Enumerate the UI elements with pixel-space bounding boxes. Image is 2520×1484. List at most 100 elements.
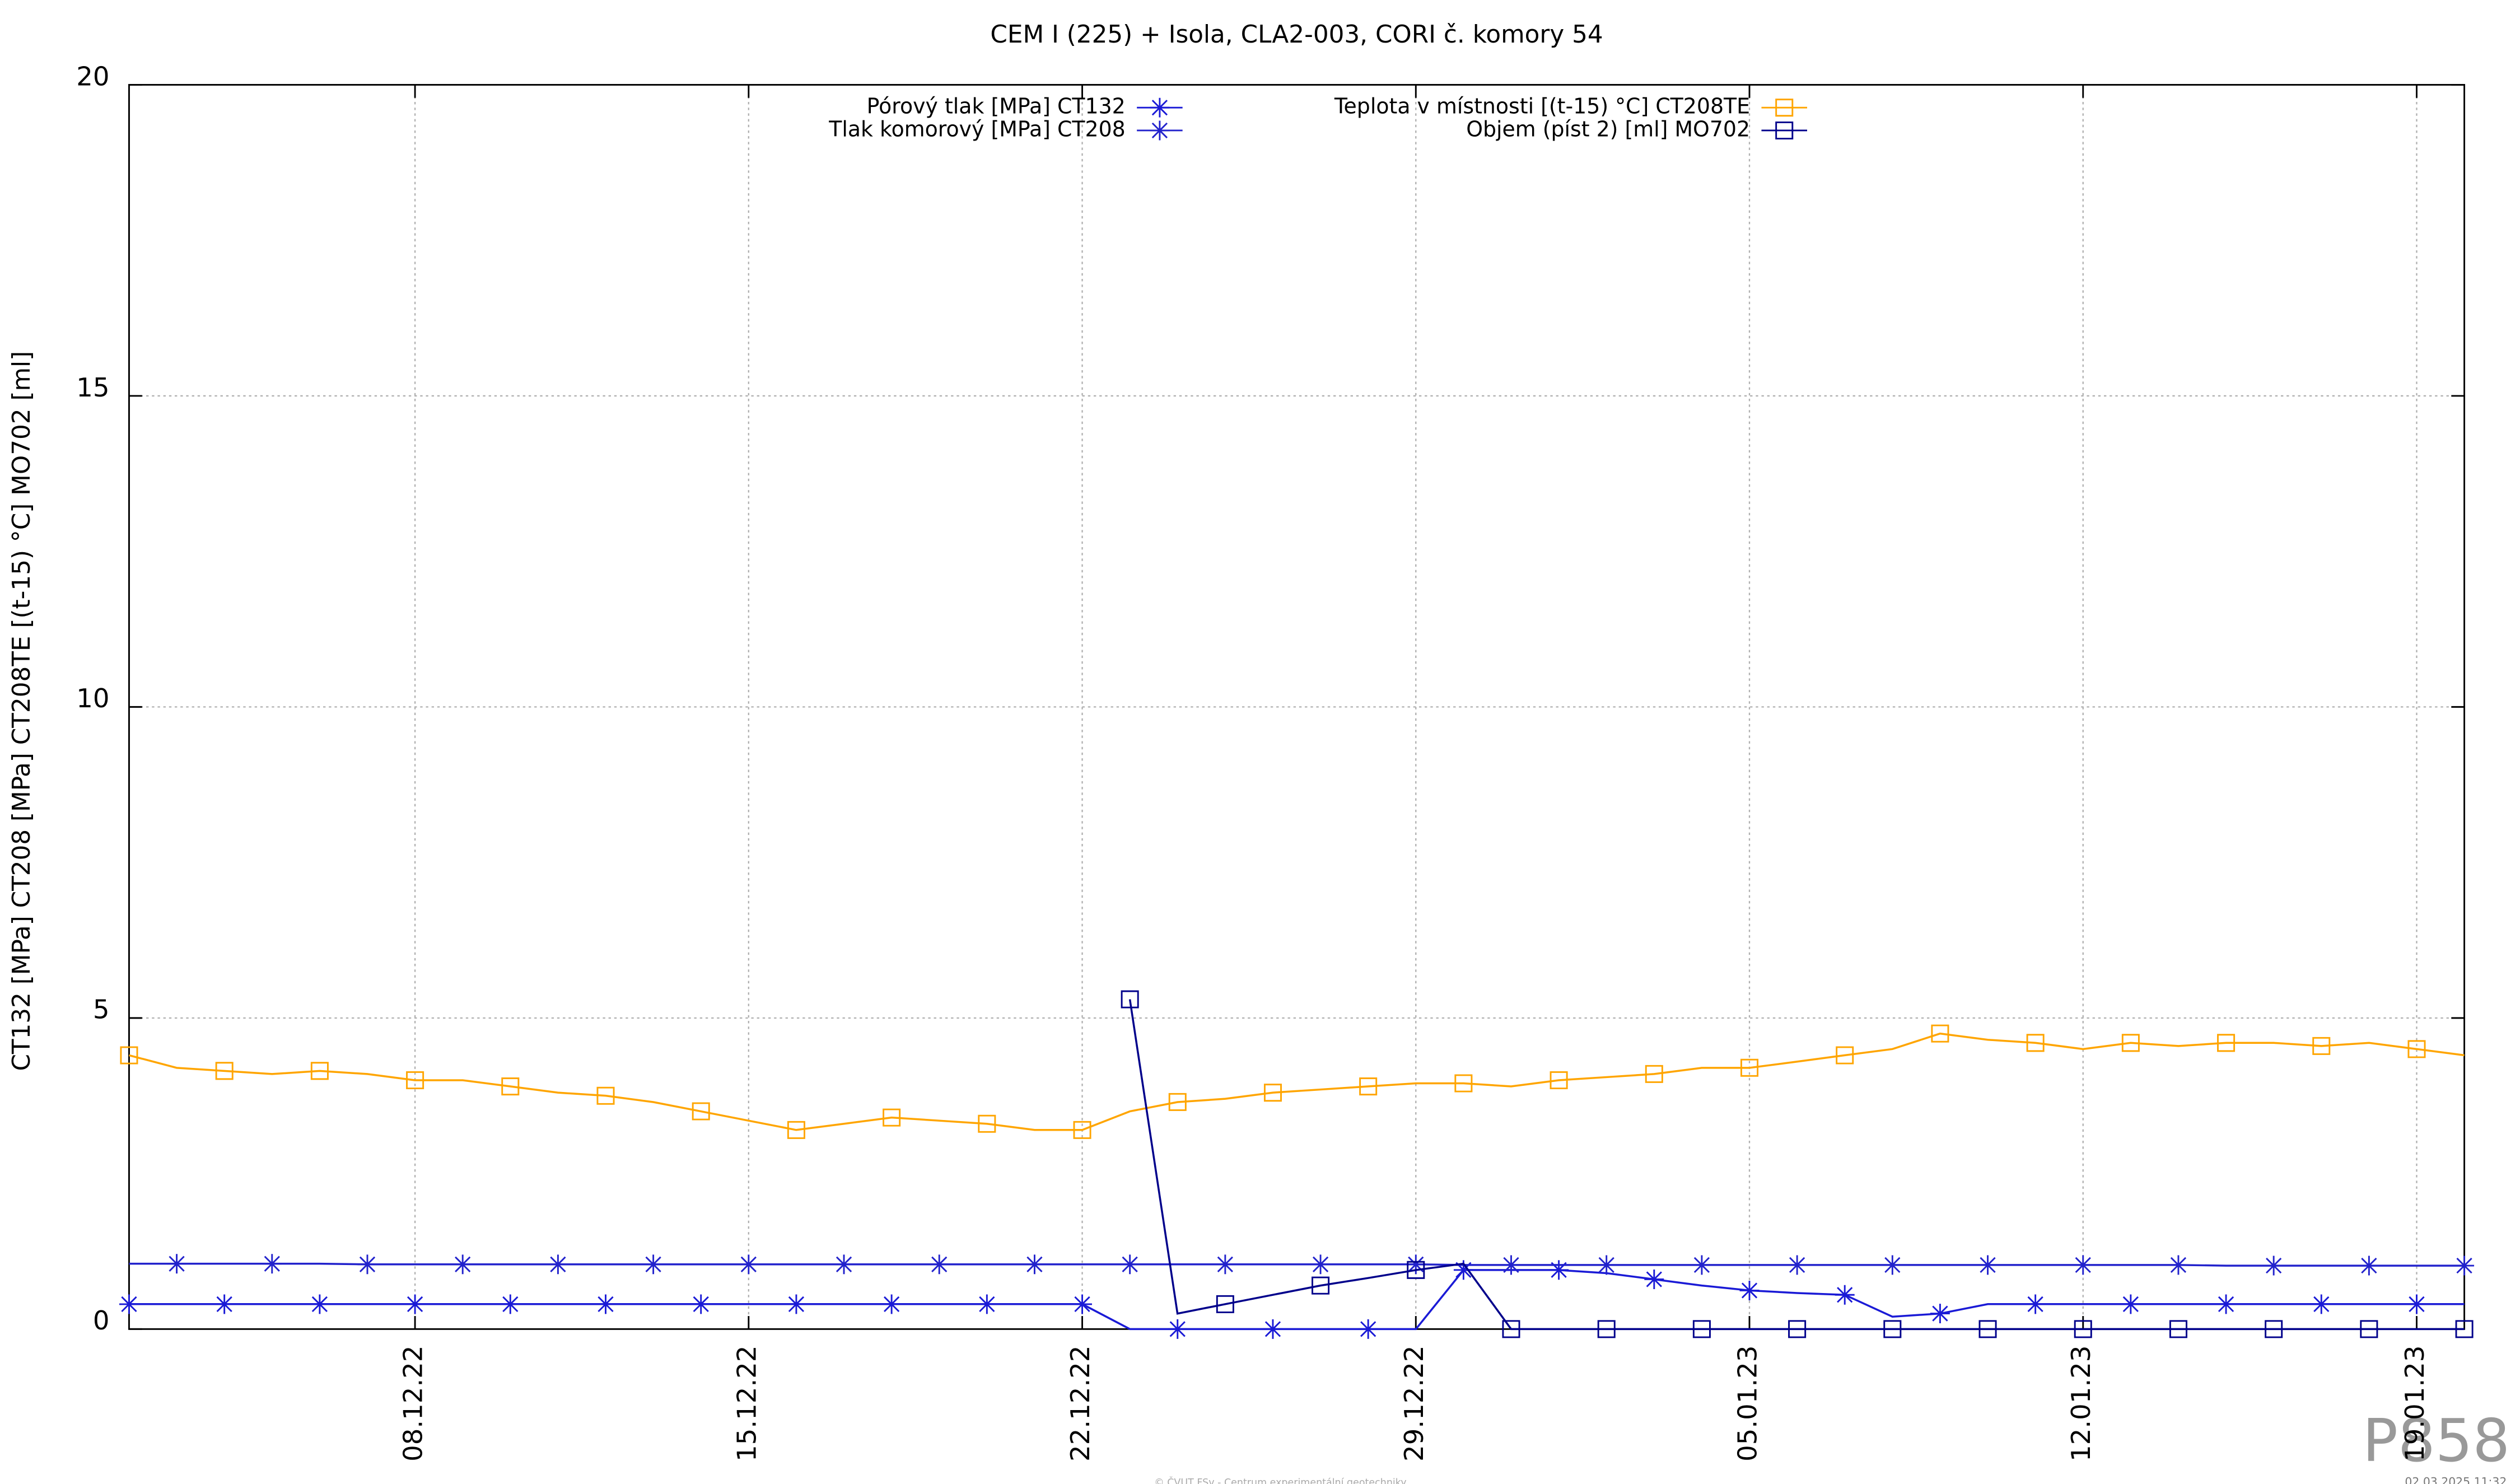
marker: [691, 1294, 711, 1314]
marker: [2360, 1320, 2378, 1338]
marker: [1312, 1276, 1330, 1295]
marker: [1121, 990, 1139, 1009]
x-tick-label: 19.01.23: [2400, 1345, 2430, 1461]
marker: [596, 1294, 615, 1314]
marker: [500, 1294, 520, 1314]
marker: [1407, 1261, 1425, 1279]
marker: [1216, 1295, 1234, 1313]
marker: [2312, 1037, 2331, 1055]
marker: [1024, 1254, 1044, 1275]
watermark: P858: [2363, 1407, 2510, 1475]
footer: © ČVUT FSv - Centrum experimentální geot…: [1154, 1476, 1406, 1484]
marker: [310, 1294, 330, 1314]
marker: [2026, 1034, 2045, 1052]
legend-label: Teplota v místnosti [(t-15) °C] CT208TE: [1334, 94, 1750, 119]
legend-marker: [1775, 121, 1794, 139]
marker: [1406, 1254, 1426, 1275]
marker: [2454, 1256, 2475, 1276]
marker: [1168, 1319, 1188, 1339]
marker: [1692, 1255, 1712, 1275]
marker: [1073, 1121, 1091, 1139]
marker: [692, 1102, 710, 1121]
marker: [1501, 1255, 1521, 1275]
marker: [2073, 1255, 2093, 1275]
marker: [2311, 1294, 2331, 1314]
legend-label: Pórový tlak [MPa] CT132: [867, 94, 1126, 119]
legend-marker: [1775, 99, 1794, 117]
marker: [2359, 1256, 2379, 1276]
marker: [406, 1071, 424, 1089]
marker: [119, 1294, 139, 1314]
marker: [1359, 1077, 1378, 1096]
x-tick-label: 29.12.22: [1399, 1345, 1429, 1461]
marker: [1930, 1304, 1950, 1324]
marker: [2169, 1320, 2187, 1338]
marker: [2216, 1294, 2236, 1314]
marker: [1692, 1320, 1711, 1338]
marker: [1072, 1294, 1093, 1314]
marker: [1787, 1255, 1807, 1275]
marker: [929, 1254, 949, 1275]
marker: [1263, 1319, 1283, 1339]
legend-label: Objem (píst 2) [ml] MO702: [1466, 116, 1750, 141]
y-tick-label: 10: [76, 683, 109, 713]
marker: [977, 1294, 997, 1314]
marker: [2074, 1320, 2092, 1338]
marker: [1168, 1093, 1187, 1111]
y-tick-label: 5: [93, 995, 110, 1025]
y-tick-label: 20: [76, 61, 109, 91]
marker: [2407, 1040, 2426, 1058]
marker: [120, 1046, 138, 1065]
marker: [1931, 1024, 1949, 1043]
marker: [2264, 1256, 2284, 1276]
marker: [1978, 1255, 1998, 1275]
marker: [2407, 1294, 2426, 1314]
marker: [548, 1254, 568, 1275]
marker: [262, 1254, 282, 1274]
marker: [786, 1294, 806, 1314]
marker: [452, 1254, 473, 1275]
marker: [2168, 1255, 2188, 1275]
marker: [2121, 1294, 2141, 1314]
marker: [1597, 1255, 1617, 1275]
marker: [2217, 1034, 2236, 1052]
legend-marker: [1150, 97, 1170, 118]
marker: [1454, 1074, 1473, 1093]
marker: [1882, 1255, 1902, 1275]
marker: [978, 1114, 996, 1133]
chart-title: CEM I (225) + Isola, CLA2-003, CORI č. k…: [990, 20, 1603, 49]
marker: [1453, 1260, 1473, 1280]
marker: [2455, 1320, 2474, 1338]
marker: [1644, 1270, 1664, 1289]
marker: [596, 1086, 615, 1105]
marker: [1120, 1254, 1140, 1275]
marker: [1358, 1319, 1378, 1339]
marker: [1263, 1084, 1282, 1102]
marker: [310, 1062, 329, 1080]
marker: [1739, 1280, 1760, 1300]
legend-label: Tlak komorový [MPa] CT208: [828, 116, 1126, 141]
marker: [2265, 1320, 2283, 1338]
series-line: [1128, 999, 2465, 1331]
marker: [1215, 1254, 1235, 1275]
marker: [1836, 1046, 1854, 1065]
x-tick-label: 08.12.22: [398, 1345, 428, 1461]
marker: [1883, 1320, 1902, 1338]
y-tick-label: 15: [76, 372, 109, 403]
marker: [643, 1254, 664, 1275]
marker: [1597, 1320, 1616, 1338]
timestamp: 02.03.2025 11:32: [2405, 1475, 2507, 1484]
y-axis-label: CT132 [MPa] CT208 [MPa] CT208TE [(t-15) …: [7, 351, 36, 1071]
marker: [1502, 1320, 1520, 1338]
marker: [167, 1254, 187, 1274]
marker: [1550, 1071, 1568, 1089]
marker: [1645, 1065, 1663, 1083]
marker: [834, 1254, 854, 1275]
x-tick-label: 22.12.22: [1065, 1345, 1095, 1461]
marker: [405, 1294, 425, 1314]
marker: [1835, 1285, 1855, 1305]
marker: [787, 1121, 805, 1139]
